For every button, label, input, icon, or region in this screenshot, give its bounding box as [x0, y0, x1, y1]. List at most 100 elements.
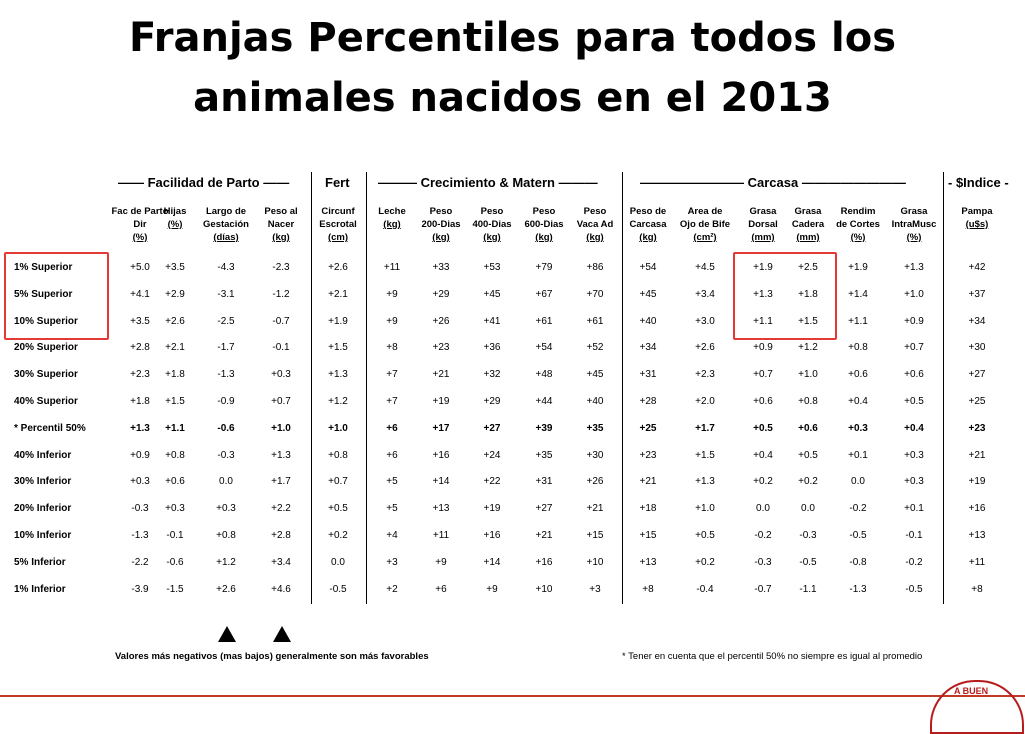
column-header: Peso Vaca Ad (kg): [565, 205, 625, 244]
table-cell: +0.5: [753, 422, 773, 434]
row-label: 5% Inferior: [14, 556, 66, 568]
column-header: Rendim de Cortes (%): [828, 205, 888, 244]
table-cell: +1.2: [798, 342, 818, 354]
column-header-u: (cm): [327, 232, 349, 243]
table-cell: +21: [639, 476, 657, 488]
table-cell: +0.2: [328, 530, 348, 541]
table-cell: +53: [483, 262, 501, 273]
table-cell: +16: [535, 556, 553, 568]
table-cell: +2.6: [328, 262, 348, 273]
column-header-u: (u$s): [965, 219, 989, 230]
separator: [311, 172, 312, 604]
table-cell: +8: [386, 342, 398, 354]
table-cell: +3.5: [130, 315, 150, 327]
table-cell: +2.6: [216, 583, 236, 595]
table-cell: +27: [968, 369, 986, 381]
column-header-l1: Rendim: [840, 206, 876, 217]
column-header: Hijas (%): [145, 205, 205, 231]
table-cell: -0.4: [696, 583, 714, 595]
table-cell: +2.6: [165, 315, 185, 327]
table-cell: +5.0: [130, 262, 150, 273]
table-cell: +8: [971, 583, 983, 595]
table-cell: +0.6: [904, 369, 924, 381]
table-cell: +1.7: [271, 476, 291, 488]
table-cell: -0.9: [217, 396, 235, 407]
group-fert: Fert: [325, 175, 350, 190]
table-cell: +61: [586, 315, 604, 327]
row-label: * Percentil 50%: [14, 422, 86, 434]
table-cell: +79: [535, 262, 553, 273]
table-cell: -2.3: [272, 262, 290, 273]
table-cell: +14: [483, 556, 501, 568]
table-cell: +0.3: [130, 476, 150, 488]
table-cell: -0.2: [849, 503, 867, 515]
column-header-l1: Peso: [480, 206, 504, 217]
table-cell: +36: [483, 342, 501, 354]
table-cell: -0.8: [849, 556, 867, 568]
table-cell: +22: [483, 476, 501, 488]
column-header: Leche (kg): [362, 205, 422, 231]
table-cell: +8: [642, 583, 654, 595]
table-cell: +0.8: [848, 342, 868, 354]
table-cell: +0.4: [848, 396, 868, 407]
table-cell: +31: [639, 369, 657, 381]
table-cell: +2.9: [165, 288, 185, 300]
column-header-l2: Vaca Ad: [576, 219, 614, 230]
table-cell: 0.0: [851, 476, 865, 488]
table-cell: +1.9: [848, 262, 868, 273]
highlight-box-rows: [4, 252, 109, 340]
table-cell: +10: [535, 583, 553, 595]
table-cell: +3.4: [695, 288, 715, 300]
table-cell: +3: [589, 583, 601, 595]
table-cell: +6: [435, 583, 447, 595]
table-cell: +26: [586, 476, 604, 488]
table-cell: +61: [535, 315, 553, 327]
row-label: 20% Inferior: [14, 503, 72, 515]
column-header-u: (kg): [639, 232, 657, 243]
column-header-l2: Dorsal: [748, 219, 778, 230]
table-cell: +11: [968, 556, 986, 568]
column-header-u: (%): [906, 232, 922, 243]
table-cell: +1.1: [753, 315, 773, 327]
table-cell: +16: [483, 530, 501, 541]
table-cell: +0.9: [130, 449, 150, 461]
table-cell: +17: [432, 422, 450, 434]
table-cell: +4.6: [271, 583, 291, 595]
table-cell: +7: [386, 369, 398, 381]
table-cell: -0.7: [754, 583, 772, 595]
table-cell: +3.0: [695, 315, 715, 327]
table-cell: +2.3: [695, 369, 715, 381]
column-header: Peso al Nacer (kg): [251, 205, 311, 244]
table-cell: +2.8: [130, 342, 150, 354]
separator: [943, 172, 944, 604]
table-cell: +32: [483, 369, 501, 381]
table-cell: +0.3: [271, 369, 291, 381]
table-cell: +4: [386, 530, 398, 541]
table-cell: +1.0: [271, 422, 291, 434]
column-header: Grasa Dorsal (mm): [733, 205, 793, 244]
table-cell: +1.2: [216, 556, 236, 568]
column-header-l2: IntraMusc: [891, 219, 937, 230]
table-cell: +18: [639, 503, 657, 515]
table-cell: +21: [432, 369, 450, 381]
table-cell: +2.5: [798, 262, 818, 273]
column-header-l1: Peso de: [629, 206, 667, 217]
column-header-l1: Circunf: [321, 206, 355, 217]
table-cell: +11: [432, 530, 450, 541]
table-cell: -1.2: [272, 288, 290, 300]
column-header-u: (kg): [586, 232, 604, 243]
column-header: Area de Ojo de Bife (cm²): [675, 205, 735, 244]
group-facilidad-parto: —— Facilidad de Parto ——: [118, 175, 290, 190]
separator: [622, 172, 623, 604]
table-cell: +70: [586, 288, 604, 300]
table-cell: +29: [483, 396, 501, 407]
table-cell: +9: [435, 556, 447, 568]
table-cell: +1.3: [904, 262, 924, 273]
table-cell: -1.3: [131, 530, 149, 541]
table-cell: +30: [968, 342, 986, 354]
table-cell: +7: [386, 396, 398, 407]
table-cell: +0.3: [904, 449, 924, 461]
table-cell: +1.0: [328, 422, 348, 434]
table-cell: +0.8: [216, 530, 236, 541]
table-cell: +2.8: [271, 530, 291, 541]
